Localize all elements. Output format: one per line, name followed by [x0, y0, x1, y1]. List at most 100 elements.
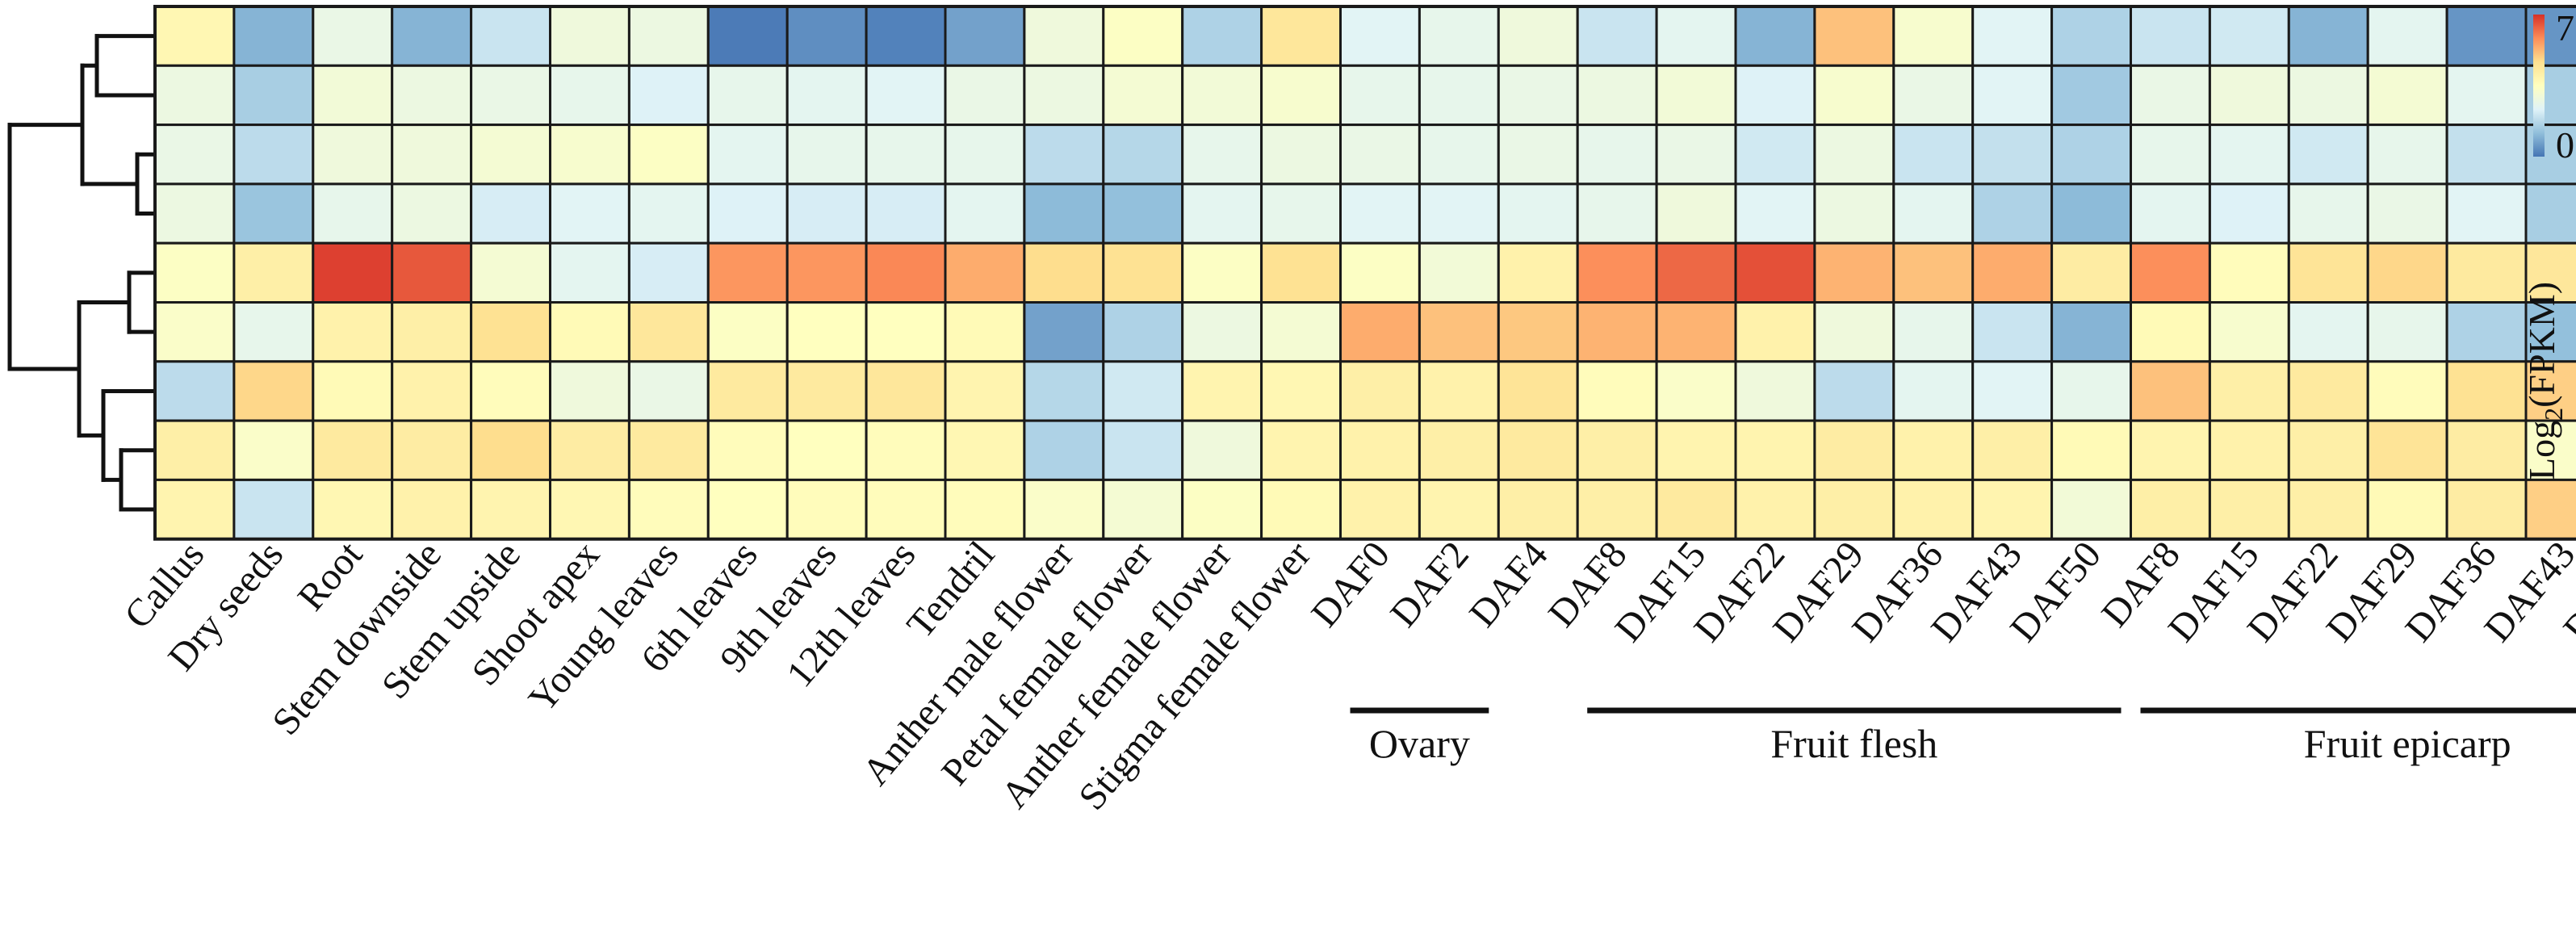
- heatmap-cell: [1576, 301, 1658, 363]
- heatmap-cell: [1102, 419, 1184, 481]
- heatmap-cell: [1655, 478, 1737, 541]
- heatmap-cell: [549, 360, 630, 422]
- heatmap-cell: [706, 124, 789, 186]
- heatmap-cell: [549, 478, 630, 541]
- heatmap-cell: [1971, 182, 2054, 245]
- heatmap-cell: [1102, 360, 1184, 422]
- heatmap-cell: [1576, 5, 1658, 67]
- heatmap-cell: [1734, 301, 1816, 363]
- heatmap-cell: [312, 182, 394, 245]
- heatmap-cell: [1497, 241, 1579, 304]
- heatmap-cell: [1576, 124, 1658, 186]
- heatmap-cell: [1971, 301, 2054, 363]
- heatmap-cell: [312, 419, 394, 481]
- heatmap-cell: [1813, 301, 1895, 363]
- heatmap-cell: [1971, 124, 2054, 186]
- heatmap-cell: [1655, 241, 1737, 304]
- heatmap-cell: [312, 5, 394, 67]
- heatmap-cell: [2366, 301, 2448, 363]
- heatmap-cell: [706, 360, 789, 422]
- heatmap-cell: [2050, 241, 2133, 304]
- heatmap-cell: [1339, 419, 1421, 481]
- heatmap-cell: [865, 182, 947, 245]
- heatmap-cell: [1497, 360, 1579, 422]
- heatmap-cell: [2050, 64, 2133, 127]
- colorbar: [2533, 15, 2545, 157]
- heatmap-cell: [1418, 241, 1500, 304]
- heatmap-cell: [1260, 301, 1342, 363]
- heatmap-cell: [785, 360, 868, 422]
- heatmap-cell: [785, 124, 868, 186]
- heatmap-cell: [865, 301, 947, 363]
- heatmap-cell: [2287, 5, 2369, 67]
- heatmap-cell: [1576, 419, 1658, 481]
- heatmap-cell: [2130, 419, 2211, 481]
- heatmap-cell: [1023, 241, 1105, 304]
- heatmap-cell: [706, 64, 789, 127]
- heatmap-cell: [627, 182, 710, 245]
- heatmap-cell: [312, 360, 394, 422]
- column-groups: Ovary Fruit flesh Fruit epicarp: [1350, 707, 2576, 766]
- heatmap-cell: [1892, 301, 1975, 363]
- heatmap-cell: [944, 360, 1026, 422]
- heatmap-cell: [1260, 478, 1342, 541]
- heatmap-cell: [627, 360, 710, 422]
- heatmap-cell: [1339, 241, 1421, 304]
- heatmap-cell: [1181, 360, 1263, 422]
- heatmap-cell: [1971, 64, 2054, 127]
- heatmap-cell: [1023, 360, 1105, 422]
- heatmap-cell: [153, 124, 236, 186]
- heatmap-cell: [2445, 182, 2528, 245]
- heatmap-cell: [944, 64, 1026, 127]
- heatmap-cell: [2208, 478, 2290, 541]
- heatmap-cell: [944, 241, 1026, 304]
- heatmap-cell: [1181, 241, 1263, 304]
- heatmap-cell: [2287, 241, 2369, 304]
- heatmap-cell: [2445, 301, 2528, 363]
- heatmap-cell: [1418, 478, 1500, 541]
- heatmap-cell: [2208, 241, 2290, 304]
- heatmap-cell: [1260, 5, 1342, 67]
- heatmap-cell: [2050, 360, 2133, 422]
- heatmap-cell: [1102, 64, 1184, 127]
- heatmap-cell: [1260, 182, 1342, 245]
- heatmap-cell: [312, 301, 394, 363]
- heatmap-cell: [1102, 124, 1184, 186]
- heatmap-cell: [153, 301, 236, 363]
- heatmap-cell: [470, 182, 551, 245]
- heatmap-cell: [232, 124, 315, 186]
- heatmap-cell: [1339, 124, 1421, 186]
- heatmap-cell: [153, 5, 236, 67]
- heatmap-cell: [2050, 5, 2133, 67]
- heatmap-cell: [2445, 419, 2528, 481]
- heatmap-cell: [2130, 124, 2211, 186]
- heatmap-cell: [153, 478, 236, 541]
- heatmap-cell: [2130, 5, 2211, 67]
- heatmap-cell: [1260, 124, 1342, 186]
- heatmap-cell: [232, 5, 315, 67]
- heatmap-cell: [2130, 360, 2211, 422]
- heatmap-cell: [944, 478, 1026, 541]
- heatmap-cell: [1971, 478, 2054, 541]
- heatmap-cell: [1339, 478, 1421, 541]
- heatmap-cell: [2366, 182, 2448, 245]
- heatmap-cell: [549, 241, 630, 304]
- heatmap-cell: [1655, 182, 1737, 245]
- heatmap-cell: [785, 419, 868, 481]
- heatmap-cell: [391, 64, 473, 127]
- heatmap-cell: [1023, 301, 1105, 363]
- heatmap-cell: [1497, 182, 1579, 245]
- heatmap-cell: [1260, 241, 1342, 304]
- heatmap-cell: [2287, 301, 2369, 363]
- heatmap-cell: [549, 182, 630, 245]
- heatmap-cell: [1576, 64, 1658, 127]
- heatmap-cell: [1813, 360, 1895, 422]
- heatmap-cell: [470, 301, 551, 363]
- heatmap-cell: [232, 360, 315, 422]
- heatmap-cell: [2287, 64, 2369, 127]
- heatmap-cell: [2366, 5, 2448, 67]
- heatmap-cell: [2050, 478, 2133, 541]
- heatmap-cell: [2366, 360, 2448, 422]
- heatmap-cell: [1734, 478, 1816, 541]
